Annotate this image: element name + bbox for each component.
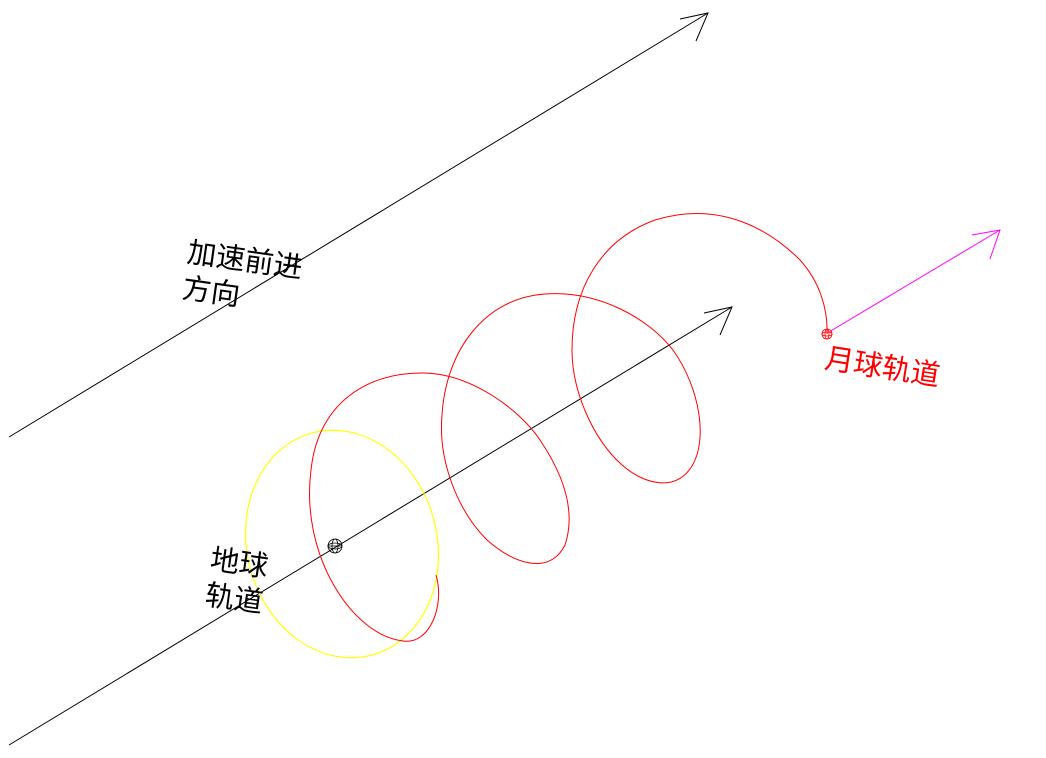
earth-path-arrow: [8, 306, 733, 746]
moon-icon: [821, 328, 833, 340]
moon-velocity-arrow: [828, 229, 1001, 333]
acceleration-direction-arrow: [8, 12, 709, 438]
earth-orbit-ellipse: [244, 429, 440, 659]
earth-icon: [327, 538, 343, 554]
moon-orbit-spiral: [309, 213, 828, 642]
earth-orbit-label: 地球 轨道: [203, 541, 271, 620]
